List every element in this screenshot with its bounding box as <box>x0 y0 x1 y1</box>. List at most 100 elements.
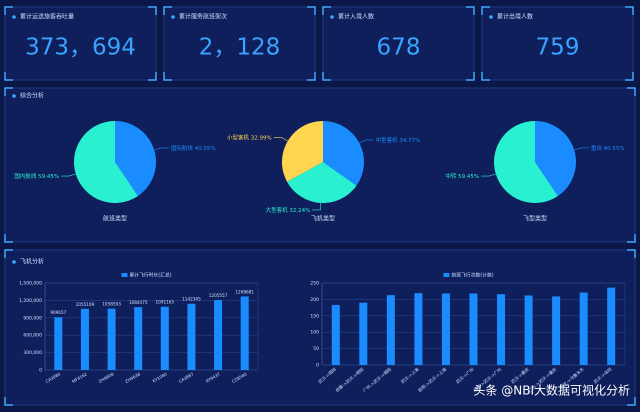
panel-corner <box>4 397 13 406</box>
panel-corner <box>4 234 13 243</box>
panel-corner <box>307 6 316 15</box>
panel-corner <box>148 6 157 15</box>
bar <box>552 296 561 365</box>
kpi-label: 累计服务航班架次 <box>179 13 227 21</box>
panel-corner <box>307 72 316 81</box>
legend-label: 航班飞行次数(计数) <box>452 272 494 279</box>
pie-slice <box>493 121 558 203</box>
leader-line <box>273 137 288 142</box>
panel <box>481 6 634 81</box>
leader-line <box>312 202 322 211</box>
kpi-label: 累计出境人数 <box>497 13 533 21</box>
panel-corner <box>163 6 172 15</box>
slice-name: 国际航线 <box>171 143 194 151</box>
kpi-value: 678 <box>377 35 421 61</box>
leader-line <box>61 173 76 177</box>
panel-corner <box>148 72 157 81</box>
kpi-dot <box>489 15 493 19</box>
slice-value: 40.55% <box>195 145 216 151</box>
y-tick-label: 50 <box>313 346 319 352</box>
slice-value: 59.45% <box>458 174 479 180</box>
slice-name: 中转 <box>445 172 457 180</box>
slice-value: 32.24% <box>289 207 310 213</box>
y-tick-label: 300,000 <box>23 350 42 356</box>
leader-line <box>359 139 374 144</box>
y-tick-label: 200 <box>310 297 319 303</box>
panel <box>322 6 475 81</box>
bar <box>469 293 478 365</box>
pie-slice <box>323 121 364 186</box>
slice-name: 国内航线 <box>14 172 37 180</box>
pie-slice <box>282 121 323 182</box>
slice-label: 国际航线 40.55% <box>171 143 216 151</box>
y-tick-label: 100 <box>310 330 319 336</box>
slice-value: 59.45% <box>38 174 59 180</box>
kpi-value: 373，694 <box>25 35 136 61</box>
pie-title: 航班类型 <box>103 215 127 223</box>
kpi-label: 累计运送旅客吞吐量 <box>20 13 74 21</box>
bar <box>160 306 169 370</box>
bar <box>497 294 506 365</box>
leader-line <box>574 147 589 151</box>
bar <box>80 308 89 370</box>
legend-label: 累计飞行时长(汇总) <box>130 272 172 279</box>
bar <box>187 303 196 370</box>
data-label: 1055109 <box>76 302 95 307</box>
panel-corner <box>4 249 13 258</box>
y-tick-label: 1,200,000 <box>19 298 42 304</box>
panel-corner <box>4 72 13 81</box>
panel-corner <box>4 87 13 96</box>
slice-value: 40.55% <box>604 145 625 151</box>
section-dot <box>12 260 16 264</box>
bar <box>579 292 588 365</box>
panel-corner <box>627 397 636 406</box>
y-tick-label: 0 <box>316 363 319 369</box>
legend-swatch <box>443 273 450 277</box>
y-tick-label: 1,500,000 <box>19 281 42 287</box>
pie-slice <box>535 121 576 196</box>
kpi-dot <box>330 15 334 19</box>
panel-corner <box>481 72 490 81</box>
kpi-value: 759 <box>536 35 580 61</box>
panel-corner <box>627 249 636 258</box>
panel-corner <box>466 72 475 81</box>
legend-swatch <box>121 273 128 277</box>
slice-name: 重出 <box>591 143 602 151</box>
panel-corner <box>481 6 490 15</box>
bar <box>524 295 533 365</box>
bar <box>386 295 395 365</box>
bar <box>134 307 143 370</box>
slice-label: 小型客机 32.99% <box>227 133 272 141</box>
panel-corner <box>322 6 331 15</box>
slice-label: 中型客机 34.77% <box>376 135 421 143</box>
bar <box>214 300 223 370</box>
kpi-dot <box>12 15 16 19</box>
y-tick-label: 600,000 <box>23 333 42 339</box>
watermark: 头条 @NBI大数据可视化分析 <box>473 383 630 398</box>
panel <box>4 6 157 81</box>
bar <box>441 293 450 365</box>
section-dot <box>12 94 16 98</box>
bar <box>607 287 616 365</box>
panel-corner <box>322 72 331 81</box>
kpi-value: 2，128 <box>199 35 281 61</box>
panel-corner <box>625 72 634 81</box>
pie-slice <box>287 162 357 204</box>
y-tick-label: 0 <box>39 368 42 374</box>
bar <box>414 293 423 365</box>
slice-label: 中转 59.45% <box>445 172 479 180</box>
section-title: 综合分析 <box>20 92 44 100</box>
data-label: 909657 <box>50 310 66 315</box>
pie-title: 飞型类型 <box>523 215 547 223</box>
leader-line <box>481 173 496 177</box>
slice-value: 32.99% <box>251 135 272 141</box>
y-tick-label: 250 <box>310 281 319 287</box>
panel-corner <box>163 72 172 81</box>
slice-label: 国内航线 59.45% <box>14 172 59 180</box>
slice-name: 小型客机 <box>227 133 250 141</box>
y-tick-label: 150 <box>310 313 319 319</box>
bar <box>54 317 63 370</box>
data-label: 1058593 <box>102 302 121 307</box>
